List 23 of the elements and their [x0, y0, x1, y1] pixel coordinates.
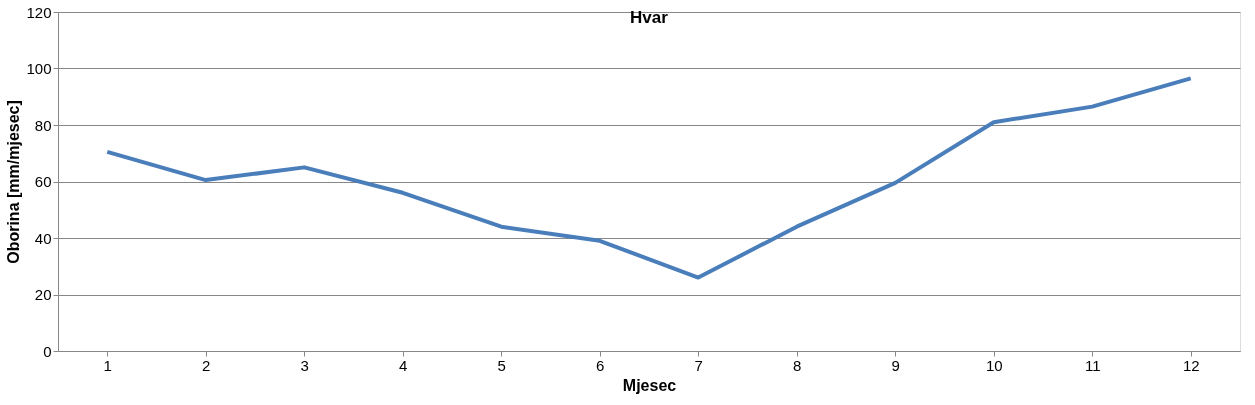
x-tick-label: 4	[399, 356, 408, 374]
y-axis-title: Oborina [mm/mjesec]	[5, 100, 23, 264]
y-tick-label: 120	[26, 3, 52, 21]
x-tick-label: 6	[596, 356, 605, 374]
y-tick-label: 100	[26, 60, 52, 77]
x-tick-label: 5	[497, 356, 506, 374]
x-tick-label: 8	[793, 356, 802, 374]
chart-title: Hvar	[630, 8, 669, 27]
y-tick-label: 0	[43, 342, 52, 360]
y-tick-label: 60	[34, 173, 52, 190]
x-tick-label: 3	[300, 356, 309, 374]
y-tick-label: 40	[34, 229, 52, 247]
y-tick-label: 20	[34, 286, 52, 303]
y-tick-label: 80	[34, 116, 52, 134]
x-tick-label: 11	[1084, 356, 1101, 374]
x-tick-label: 9	[891, 356, 900, 374]
x-tick-label: 12	[1182, 356, 1200, 374]
line-series	[105, 76, 1193, 280]
x-tick-label: 1	[103, 356, 112, 374]
x-tick-label: 2	[202, 356, 211, 374]
x-tick-label: 7	[694, 356, 703, 374]
x-axis-title: Mjesec	[622, 376, 677, 394]
x-tick-label: 10	[985, 356, 1003, 374]
